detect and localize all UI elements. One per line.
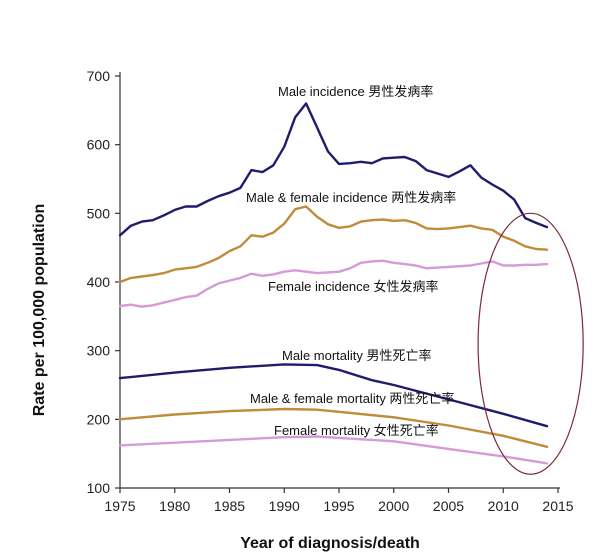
series-line-both-mortality	[118, 407, 549, 448]
series-labels: Male incidence 男性发病率 Male & female incide…	[246, 84, 456, 438]
series-label-male-mortality: Male mortality 男性死亡率	[282, 348, 432, 363]
y-tick-label: 300	[87, 343, 111, 359]
x-tick-label: 1995	[323, 498, 354, 514]
highlight-ellipse	[477, 212, 584, 475]
y-tick-label: 500	[87, 205, 111, 221]
x-tick-label: 2015	[542, 498, 573, 514]
y-tick-label: 600	[87, 137, 111, 153]
x-tick-label: 1990	[269, 498, 300, 514]
annotation-layer	[477, 212, 584, 475]
x-tick-label: 2005	[433, 498, 464, 514]
x-tick-label: 1980	[159, 498, 190, 514]
x-tick-label: 2010	[488, 498, 519, 514]
x-tick-label: 2000	[378, 498, 409, 514]
series-line-male-incidence	[118, 102, 549, 237]
series-lines	[118, 102, 549, 465]
series-line-male-mortality	[118, 363, 549, 428]
series-label-male-incidence: Male incidence 男性发病率	[278, 84, 433, 99]
y-tick-label: 200	[87, 411, 111, 427]
series-line-female-mortality	[118, 435, 549, 465]
x-tick-label: 1975	[104, 498, 135, 514]
x-axis-title: Year of diagnosis/death	[240, 535, 420, 552]
y-tick-label: 100	[87, 480, 111, 496]
series-label-both-mortality: Male & female mortality 两性死亡率	[250, 391, 454, 406]
series-line-both-incidence	[118, 205, 549, 284]
series-label-female-mortality: Female mortality 女性死亡率	[274, 423, 439, 438]
y-tick-label: 700	[87, 68, 111, 84]
y-axis-title: Rate per 100,000 population	[31, 204, 48, 417]
series-line-female-incidence	[118, 259, 549, 308]
y-tick-label: 400	[87, 274, 111, 290]
x-tick-label: 1985	[214, 498, 245, 514]
series-label-female-incidence: Female incidence 女性发病率	[268, 279, 439, 294]
axes: 100 200 300 400 500 600 700 1975 1980 1985 1990 199…	[87, 68, 574, 514]
series-label-both-incidence: Male & female incidence 两性发病率	[246, 190, 456, 205]
